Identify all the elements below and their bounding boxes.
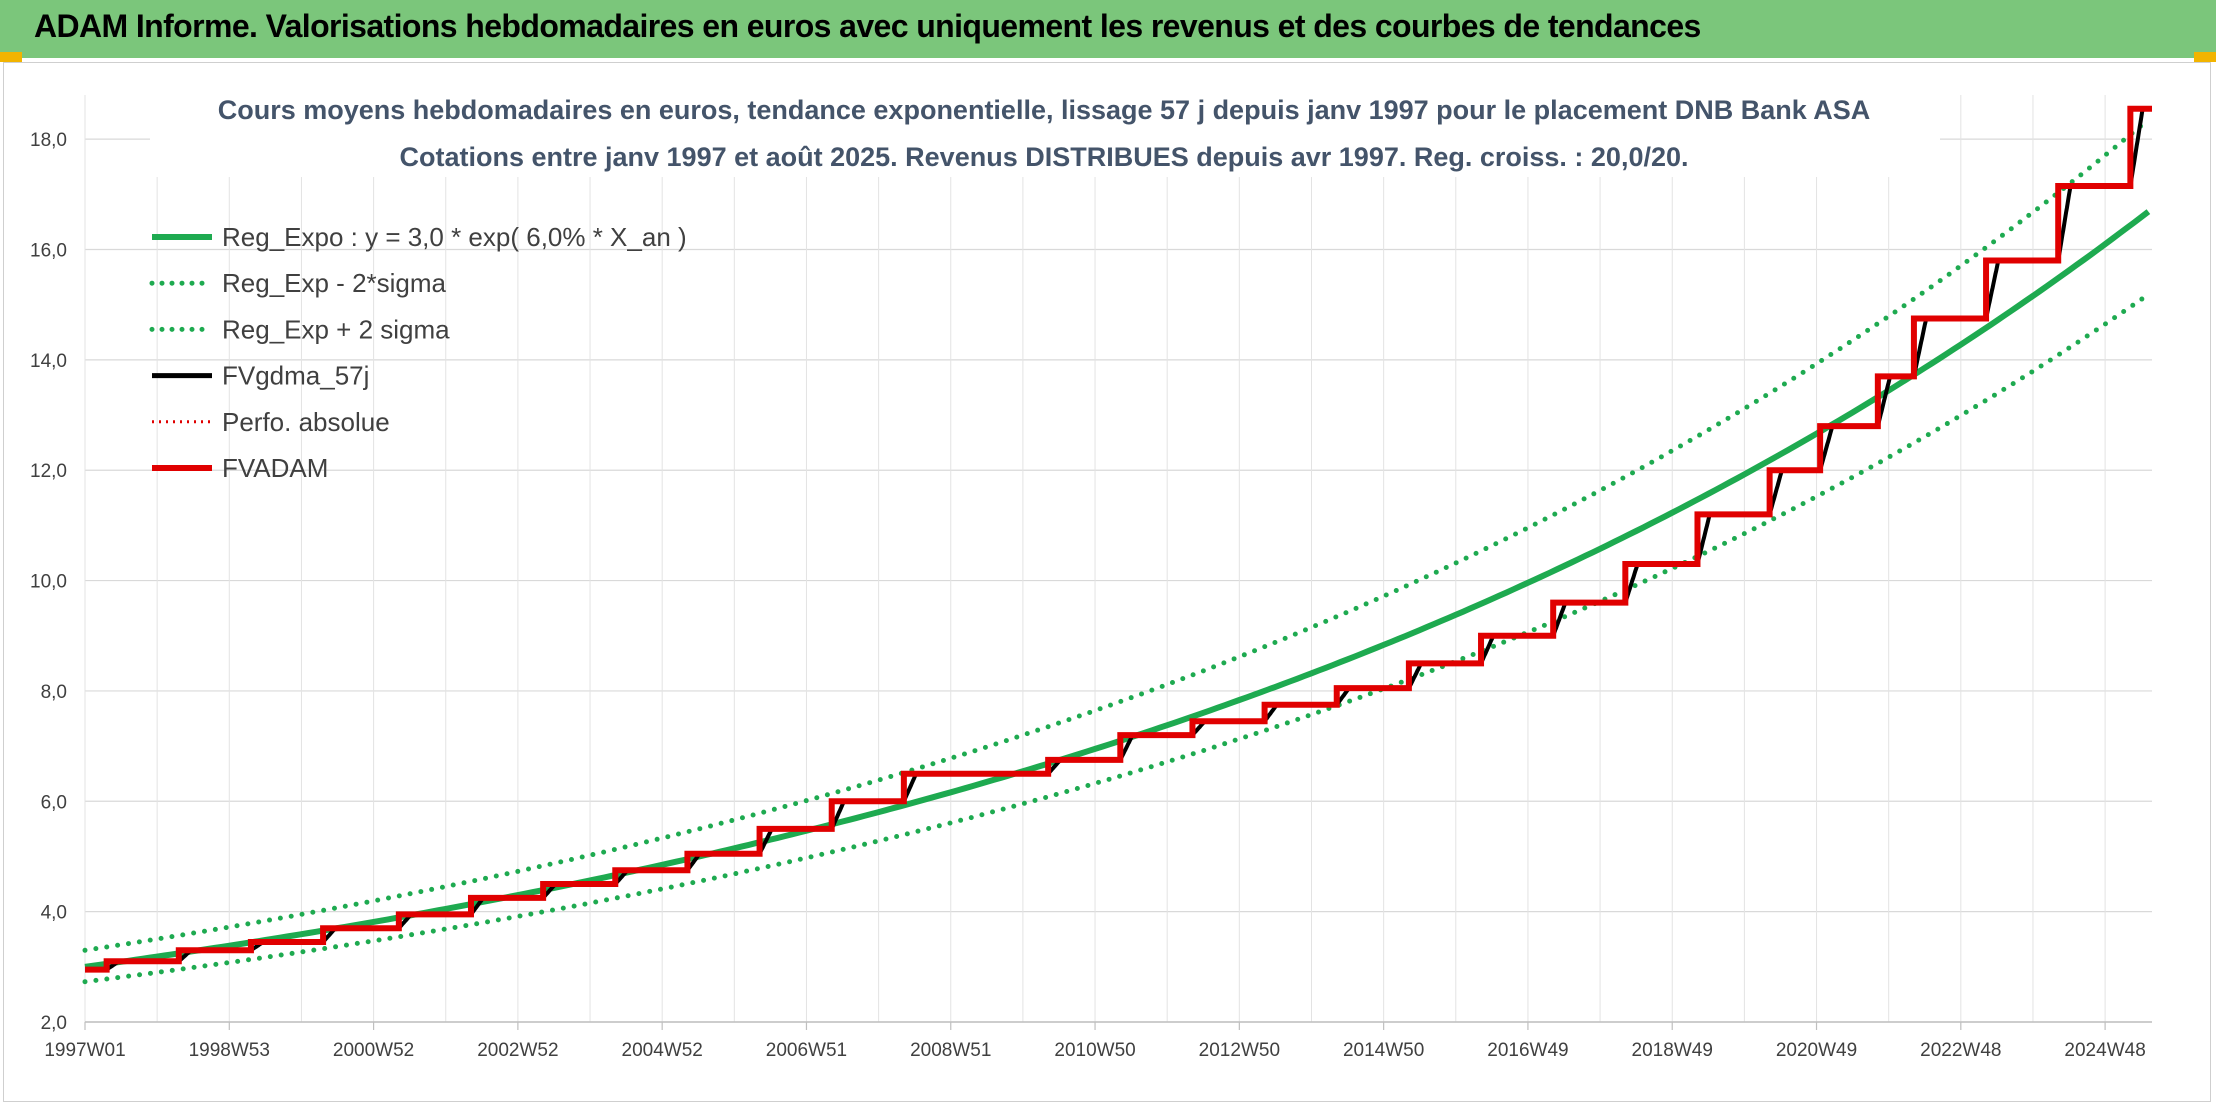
chart-legend: Reg_Expo : y = 3,0 * exp( 6,0% * X_an ) R…: [149, 222, 687, 483]
x-tick-label: 2000W52: [333, 1040, 414, 1061]
chart-title-line-2: Cotations entre janv 1997 et août 2025. …: [399, 142, 1688, 172]
x-tick-label: 2022W48: [1920, 1040, 2001, 1061]
reg-exp-minus-2sigma-line: [82, 292, 2151, 985]
x-tick-label: 2002W52: [477, 1040, 558, 1061]
x-tick-label: 2014W50: [1343, 1040, 1424, 1061]
legend-label: Perfo. absolue: [222, 407, 390, 437]
x-tick-label: 2018W49: [1632, 1040, 1713, 1061]
fvadam-step-line: [85, 105, 2152, 973]
x-tick-label: 2008W51: [910, 1040, 991, 1061]
chart-title-line-1: Cours moyens hebdomadaires en euros, ten…: [218, 95, 1871, 125]
x-axis-ticks: 1997W01 1998W53 2000W52 2002W52 2004W52 2006W…: [44, 1022, 2146, 1061]
report-header-bar: ADAM Informe. Valorisations hebdomadaire…: [0, 0, 2216, 58]
y-axis-ticks: 2,0 4,0 6,0 8,0 10,0 12,0 14,0 16,0 18,0: [30, 130, 67, 1034]
x-tick-label: 2012W50: [1199, 1040, 1280, 1061]
legend-label: Reg_Expo : y = 3,0 * exp( 6,0% * X_an ): [222, 222, 687, 252]
y-tick-label: 12,0: [30, 461, 67, 482]
report-title: ADAM Informe. Valorisations hebdomadaire…: [34, 8, 1701, 44]
legend-label: FVADAM: [222, 453, 328, 483]
y-tick-label: 4,0: [41, 903, 67, 924]
corner-accent-right: [2194, 52, 2216, 62]
legend-label: Reg_Exp - 2*sigma: [222, 268, 447, 298]
chart-series: [82, 105, 2152, 985]
corner-accent-left: [0, 52, 22, 62]
x-tick-label: 2004W52: [622, 1040, 703, 1061]
chart-frame: [3, 62, 2211, 1102]
y-tick-label: 2,0: [41, 1013, 67, 1034]
legend-label: Reg_Exp + 2 sigma: [222, 314, 450, 344]
y-tick-label: 8,0: [41, 682, 67, 703]
x-tick-label: 2016W49: [1487, 1040, 1568, 1061]
reg-exp-plus-2sigma-line: [82, 117, 2151, 953]
y-tick-label: 10,0: [30, 572, 67, 593]
y-tick-label: 18,0: [30, 130, 67, 151]
x-tick-label: 1998W53: [189, 1040, 270, 1061]
x-tick-label: 2010W50: [1054, 1040, 1135, 1061]
x-tick-label: 1997W01: [44, 1040, 125, 1061]
x-tick-label: 2024W48: [2064, 1040, 2145, 1061]
legend-label: FVgdma_57j: [222, 361, 369, 391]
y-tick-label: 14,0: [30, 351, 67, 372]
x-tick-label: 2020W49: [1776, 1040, 1857, 1061]
y-tick-label: 6,0: [41, 792, 67, 813]
y-tick-label: 16,0: [30, 241, 67, 262]
title-background: [150, 95, 1940, 177]
x-tick-label: 2006W51: [766, 1040, 847, 1061]
